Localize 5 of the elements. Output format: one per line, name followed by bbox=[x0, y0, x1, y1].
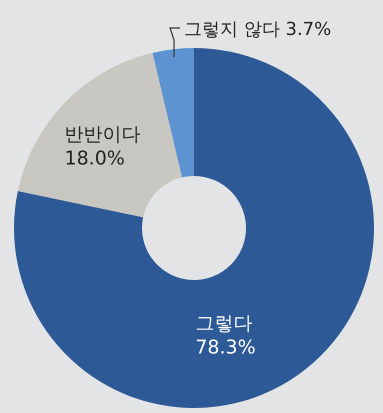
slice-label: 그렇다 bbox=[195, 312, 252, 335]
slice-label: 그렇지 않다 3.7% bbox=[184, 19, 332, 40]
slice-label: 반반이다 bbox=[64, 124, 141, 146]
data-label: 78.3% bbox=[195, 336, 256, 359]
data-label: 18.0% bbox=[64, 148, 125, 170]
